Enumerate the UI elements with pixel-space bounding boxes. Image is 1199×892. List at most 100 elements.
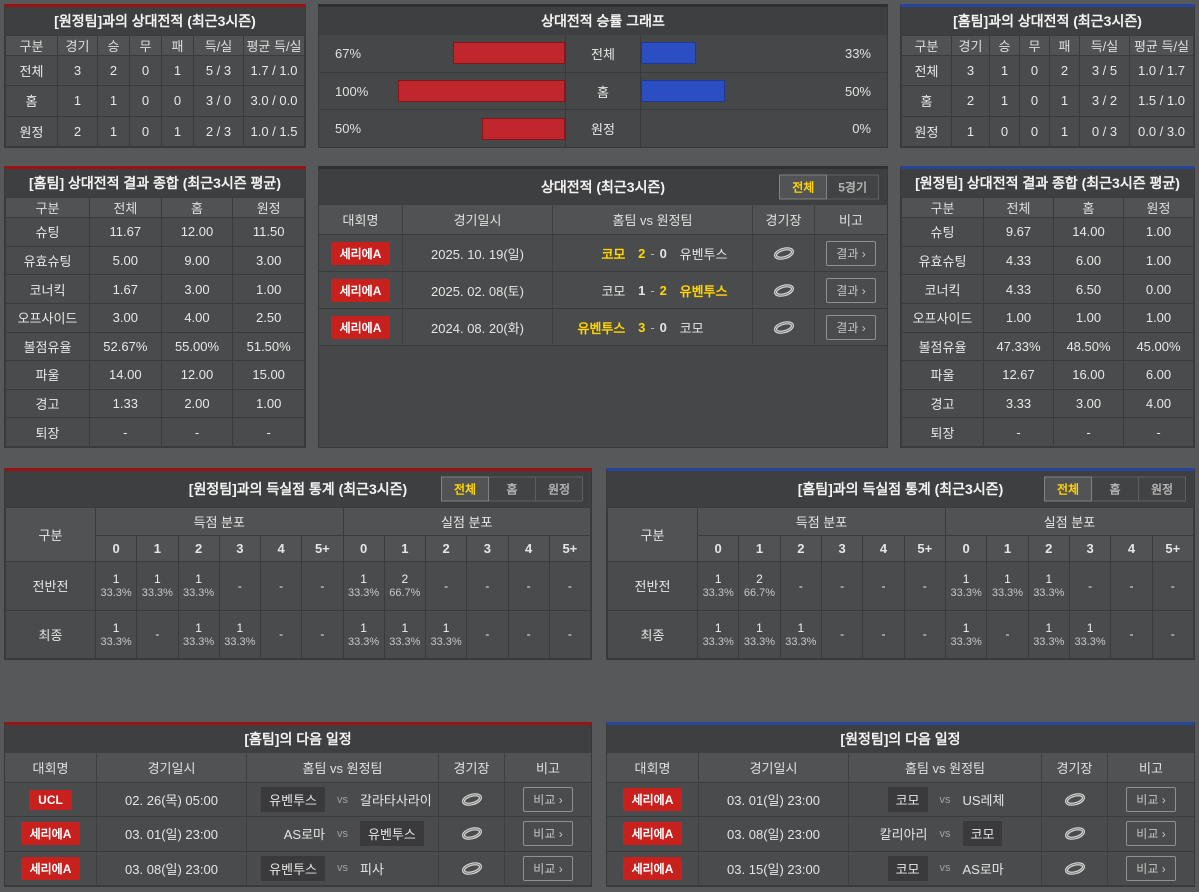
percent-value: 33.3% <box>224 635 256 648</box>
table-body: 슈팅 9.67 14.00 1.00 유효슈팅 4.33 6.00 1.00 코너킥 4.33 6.… <box>901 217 1194 447</box>
note-cell: 결과 › <box>815 235 887 271</box>
result-button[interactable]: 결과 › <box>826 240 876 266</box>
table-row: 경고 3.33 3.00 4.00 <box>901 388 1194 419</box>
percent-value: 33.3% <box>100 635 132 648</box>
home-summary-table: 구분 전체 홈 원정 슈팅 11.67 12.00 11.50 유효슈팅 5.00 9.00 3.00… <box>5 197 305 447</box>
home-team-wrap: 코모 <box>849 787 928 813</box>
h2h-list: 세리에A 2025. 10. 19(일) 코모 2-0 유벤투스 결과 › 세리에A 2025… <box>319 235 887 447</box>
league-badge: 세리에A <box>622 822 683 846</box>
compare-button[interactable]: 비교 › <box>1126 855 1176 881</box>
stat-value: 2 <box>57 115 98 147</box>
count-value: - <box>1088 578 1093 593</box>
compare-button[interactable]: 비교 › <box>1126 787 1176 813</box>
row-label: 전반전 <box>5 561 96 611</box>
percent-value: 33.3% <box>430 635 462 648</box>
distribution-cell: - <box>903 561 946 611</box>
table-row: 전반전 1 33.3% 1 33.3% 1 33.3% - - -1 33.3% 2 66.7% - - - - <box>5 561 591 611</box>
stadium-link[interactable] <box>461 792 483 807</box>
column-header: 원정 <box>1123 197 1194 218</box>
tab-home[interactable]: 홈 <box>1091 476 1139 502</box>
note-cell: 결과 › <box>815 272 887 308</box>
compare-button[interactable]: 비교 › <box>523 821 573 847</box>
result-button[interactable]: 결과 › <box>826 277 876 303</box>
distribution-cell: 2 66.7% <box>738 561 781 611</box>
distribution-cell: 1 33.3% <box>383 609 427 659</box>
distribution-cell: 1 33.3% <box>342 609 385 659</box>
stadium-link[interactable] <box>1064 861 1086 876</box>
table-row: 코너킥 4.33 6.50 0.00 <box>901 274 1194 304</box>
distribution-cell: 1 33.3% <box>94 561 138 611</box>
distribution-cell: - <box>986 609 1029 659</box>
column-header-teams: 홈팀 vs 원정팀 <box>553 205 753 234</box>
tab-all-matches[interactable]: 전체 <box>779 174 828 200</box>
tab-all[interactable]: 전체 <box>1044 476 1092 502</box>
h2h-tabs: 전체 5경기 <box>779 174 879 200</box>
stadium-link[interactable] <box>773 283 795 298</box>
match-row: 세리에A 2024. 08. 20(화) 유벤투스 3-0 코모 결과 › <box>319 309 887 346</box>
row-label: 볼점유율 <box>901 331 984 362</box>
table-row: 볼점유율 47.33% 48.50% 45.00% <box>901 331 1194 362</box>
stadium-link[interactable] <box>1064 792 1086 807</box>
away-team-wrap: 유벤투스 <box>360 821 438 847</box>
compare-button[interactable]: 비교 › <box>1126 821 1176 847</box>
count-value: - <box>881 578 886 593</box>
distribution-cell: - <box>259 561 303 611</box>
stat-value: 0 <box>161 85 194 117</box>
column-header-datetime: 경기일시 <box>699 753 849 782</box>
note-cell: 비교 › <box>505 817 591 850</box>
stadium-link[interactable] <box>773 246 795 261</box>
tab-all[interactable]: 전체 <box>441 476 489 502</box>
distribution-cell: 1 33.3% <box>696 561 740 611</box>
bins-header-row: 0 1 2 3 4 5+ 0 1 2 3 4 5+ <box>608 535 1194 562</box>
stat-value: 0 <box>989 115 1020 147</box>
percent-value: 33.3% <box>950 635 982 648</box>
table-row: 전체 3 2 0 1 5 / 3 1.7 / 1.0 <box>5 54 305 87</box>
compare-button[interactable]: 비교 › <box>523 787 573 813</box>
stat-value: - <box>160 417 234 447</box>
chart-row-label: 홈 <box>565 72 641 110</box>
match-datetime: 2024. 08. 20(화) <box>403 309 553 345</box>
league-badge: 세리에A <box>330 241 391 265</box>
stat-value: 1.7 / 1.0 <box>243 54 305 87</box>
column-header: 경기 <box>951 35 990 56</box>
stat-value: 1.00 <box>983 302 1054 333</box>
percent-value: 33.3% <box>141 587 173 600</box>
column-header: 홈 <box>160 197 234 218</box>
stadium-link[interactable] <box>1064 826 1086 841</box>
bin-header: 5+ <box>1151 535 1194 562</box>
bin-header: 3 <box>1068 535 1112 562</box>
tab-last-5-matches[interactable]: 5경기 <box>826 174 879 200</box>
count-value: - <box>1005 627 1010 642</box>
chart-row: 50% 원정 0% <box>319 109 887 147</box>
stadium-link[interactable] <box>461 826 483 841</box>
stat-value: 0.0 / 3.0 <box>1129 115 1194 147</box>
stadium-link[interactable] <box>461 861 483 876</box>
bin-header: 3 <box>820 535 864 562</box>
stat-value: 1.33 <box>89 388 162 419</box>
home-team-name: 코모 <box>887 787 928 813</box>
away-goal-stats-title-bar: [원정팀]과의 득실점 통계 (최근3시즌) 전체 홈 원정 <box>5 471 591 507</box>
compare-button[interactable]: 비교 › <box>523 855 573 881</box>
table-row: 전체 3 1 0 2 3 / 5 1.0 / 1.7 <box>901 54 1194 87</box>
home-score: 1 <box>638 282 646 298</box>
distribution-cell: 1 33.3% <box>1027 561 1070 611</box>
row-label: 코너킥 <box>5 274 90 304</box>
tab-away[interactable]: 원정 <box>535 476 583 502</box>
count-value: 1 <box>112 620 120 635</box>
tab-away[interactable]: 원정 <box>1138 476 1186 502</box>
stadium-link[interactable] <box>773 320 795 335</box>
home-win-pct-label: 100% <box>335 83 369 99</box>
column-header: 승 <box>97 35 130 56</box>
scored-group-header: 득점 분포 <box>95 507 344 536</box>
result-button[interactable]: 결과 › <box>826 314 876 340</box>
bin-header: 0 <box>696 535 740 562</box>
table-row: 볼점유율 52.67% 55.00% 51.50% <box>5 331 305 362</box>
bin-header: 3 <box>218 535 262 562</box>
vs-home-record-title: [홈팀]과의 상대전적 (최근3시즌) <box>901 7 1194 35</box>
table-head: 구분 득점 분포 실점 분포 0 1 2 3 4 5+ 0 1 2 3 4 5+ <box>5 507 591 562</box>
distribution-cell: 1 33.3% <box>218 609 262 659</box>
stat-value: 11.50 <box>232 217 305 247</box>
tab-home[interactable]: 홈 <box>488 476 536 502</box>
away-schedule-list: 세리에A 03. 01(일) 23:00 코모 vs US레체 비교 › 세리에A 03. 0… <box>607 783 1194 886</box>
count-value: 2 <box>401 572 409 587</box>
